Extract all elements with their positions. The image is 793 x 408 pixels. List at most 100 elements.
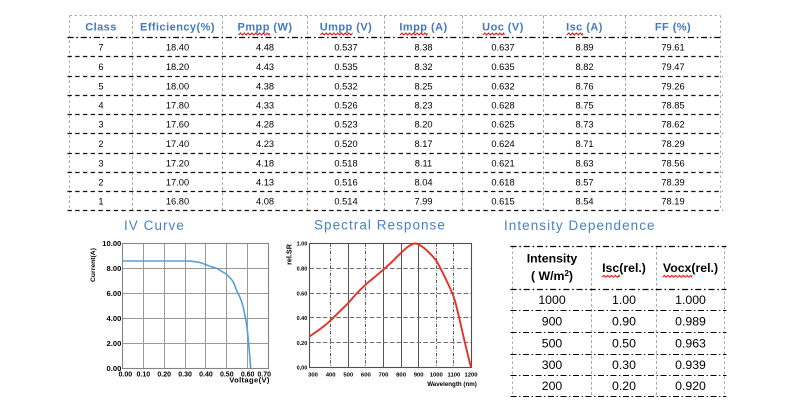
svg-text:0.625: 0.625 [491, 119, 514, 129]
svg-text:17.40: 17.40 [166, 139, 189, 149]
svg-text:0.50: 0.50 [612, 337, 636, 351]
svg-text:18.00: 18.00 [166, 81, 189, 91]
svg-text:4.13: 4.13 [256, 177, 274, 187]
svg-text:78.56: 78.56 [661, 158, 684, 168]
svg-text:8.73: 8.73 [575, 119, 593, 129]
svg-text:Isc(rel.): Isc(rel.) [602, 261, 646, 275]
svg-text:Vocx(rel.): Vocx(rel.) [663, 261, 718, 275]
svg-text:5: 5 [98, 81, 103, 91]
svg-text:Pmpp (W): Pmpp (W) [238, 21, 293, 33]
svg-text:78.29: 78.29 [661, 139, 684, 149]
svg-text:500: 500 [343, 373, 354, 379]
svg-text:0.920: 0.920 [675, 379, 706, 393]
svg-text:4.23: 4.23 [256, 139, 274, 149]
svg-text:79.26: 79.26 [661, 81, 684, 91]
svg-text:7.99: 7.99 [414, 196, 432, 206]
svg-text:17.00: 17.00 [166, 177, 189, 187]
svg-text:4.33: 4.33 [256, 100, 274, 110]
svg-text:4.00: 4.00 [107, 314, 122, 323]
svg-text:Umpp (V): Umpp (V) [320, 21, 372, 33]
svg-text:4.28: 4.28 [256, 119, 274, 129]
svg-text:0.50: 0.50 [220, 371, 234, 378]
svg-text:200: 200 [542, 379, 563, 393]
svg-text:300: 300 [542, 358, 563, 372]
svg-text:800: 800 [396, 373, 407, 379]
svg-text:0.523: 0.523 [334, 119, 357, 129]
svg-text:Voltage(V): Voltage(V) [229, 375, 270, 384]
svg-text:0.30: 0.30 [178, 371, 192, 378]
svg-text:8.89: 8.89 [575, 42, 593, 52]
svg-text:8.76: 8.76 [575, 81, 593, 91]
svg-text:8.38: 8.38 [414, 42, 432, 52]
svg-text:0.20: 0.20 [157, 371, 171, 378]
svg-text:0.635: 0.635 [491, 62, 514, 72]
svg-text:1.00: 1.00 [612, 293, 636, 307]
svg-text:18.20: 18.20 [166, 62, 189, 72]
svg-text:0.90: 0.90 [612, 315, 636, 329]
svg-text:79.47: 79.47 [661, 62, 684, 72]
svg-text:8.71: 8.71 [575, 139, 593, 149]
svg-text:Class: Class [85, 21, 117, 33]
svg-text:7: 7 [98, 42, 103, 52]
svg-text:0.989: 0.989 [675, 315, 706, 329]
svg-text:0.518: 0.518 [334, 158, 357, 168]
svg-text:2: 2 [98, 177, 103, 187]
svg-text:2: 2 [98, 139, 103, 149]
svg-text:IV Curve: IV Curve [124, 218, 185, 233]
svg-text:0.963: 0.963 [675, 337, 706, 351]
svg-text:16.80: 16.80 [166, 196, 189, 206]
svg-text:Impp (A): Impp (A) [399, 21, 447, 33]
svg-text:17.20: 17.20 [166, 158, 189, 168]
svg-text:900: 900 [414, 373, 425, 379]
svg-text:500: 500 [542, 337, 563, 351]
svg-text:78.39: 78.39 [661, 177, 684, 187]
svg-text:0.60: 0.60 [297, 291, 308, 297]
svg-text:8.54: 8.54 [575, 196, 593, 206]
svg-text:4.38: 4.38 [256, 81, 274, 91]
svg-text:0,00: 0,00 [297, 366, 308, 372]
svg-text:8.17: 8.17 [414, 139, 432, 149]
svg-text:0.80: 0.80 [297, 267, 308, 273]
svg-text:0.514: 0.514 [334, 196, 357, 206]
svg-text:8.63: 8.63 [575, 158, 593, 168]
svg-text:Spectral Response: Spectral Response [314, 218, 446, 233]
svg-text:6.00: 6.00 [107, 289, 122, 298]
svg-text:400: 400 [326, 373, 337, 379]
svg-text:0.516: 0.516 [334, 177, 357, 187]
svg-text:8.04: 8.04 [414, 177, 432, 187]
svg-text:3: 3 [98, 119, 103, 129]
svg-text:2.00: 2.00 [107, 339, 122, 348]
svg-text:FF (%): FF (%) [655, 21, 691, 33]
svg-text:0.20: 0.20 [612, 379, 636, 393]
svg-text:1000: 1000 [538, 293, 566, 307]
svg-text:0.624: 0.624 [491, 139, 514, 149]
svg-text:8.23: 8.23 [414, 100, 432, 110]
svg-text:6: 6 [98, 62, 103, 72]
svg-text:0.618: 0.618 [491, 177, 514, 187]
svg-text:4.48: 4.48 [256, 42, 274, 52]
svg-text:( W/m2): ( W/m2) [531, 269, 573, 283]
svg-text:0.30: 0.30 [612, 358, 636, 372]
svg-text:8.57: 8.57 [575, 177, 593, 187]
svg-text:1100: 1100 [448, 373, 462, 379]
svg-text:1.00: 1.00 [297, 242, 308, 248]
svg-text:700: 700 [379, 373, 390, 379]
svg-text:0.60: 0.60 [241, 371, 255, 378]
svg-text:0.637: 0.637 [491, 42, 514, 52]
svg-text:Wavelength (nm): Wavelength (nm) [427, 381, 477, 388]
svg-text:17.60: 17.60 [166, 119, 189, 129]
svg-text:0.40: 0.40 [199, 371, 213, 378]
svg-text:0.621: 0.621 [491, 158, 514, 168]
svg-text:Efficiency(%): Efficiency(%) [140, 21, 215, 33]
svg-text:0.20: 0.20 [297, 341, 308, 347]
svg-text:600: 600 [361, 373, 372, 379]
svg-text:10.00: 10.00 [102, 239, 121, 248]
svg-text:Intensity Dependence: Intensity Dependence [504, 218, 656, 233]
svg-text:1: 1 [98, 196, 103, 206]
svg-text:300: 300 [308, 373, 319, 379]
svg-text:78.19: 78.19 [661, 196, 684, 206]
svg-text:78.62: 78.62 [661, 119, 684, 129]
svg-text:0.632: 0.632 [491, 81, 514, 91]
svg-text:0.70: 0.70 [257, 371, 271, 378]
svg-text:0.526: 0.526 [334, 100, 357, 110]
